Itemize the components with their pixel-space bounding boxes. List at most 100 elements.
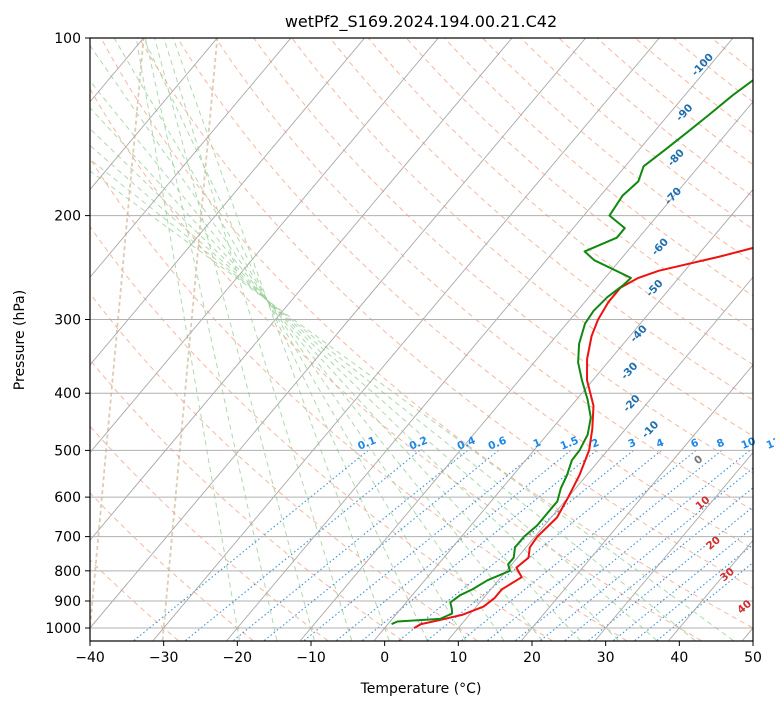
plot-area: [90, 38, 753, 641]
mixing-ratio-line: [564, 487, 753, 641]
dry-adiabat-line: [90, 157, 627, 641]
dry-adiabats: [90, 38, 753, 641]
isotherm-line: [90, 38, 439, 454]
y-tick-label: 300: [54, 313, 81, 329]
moist-adiabat-line: [135, 38, 240, 641]
mixing-ratio-line: [656, 561, 753, 641]
moist-adiabat-line: [90, 44, 505, 641]
isotherm-line: [90, 38, 366, 366]
mixing-ratio-line: [540, 467, 753, 641]
mixing-ratio-label: 1: [532, 437, 543, 451]
dry-adiabat-line: [90, 87, 702, 641]
x-tick-label: 40: [670, 650, 688, 666]
isotherm-line: [152, 38, 660, 641]
y-axis-label: Pressure (hPa): [12, 290, 28, 390]
isotherm-line: [90, 38, 513, 542]
mixing-ratio-line: [398, 449, 634, 641]
moist-adiabat-line: [90, 80, 543, 641]
mixing-ratio-line: [133, 449, 369, 641]
isotherm-line: [90, 38, 218, 191]
moist-adiabat-line: [90, 107, 581, 641]
y-tick-label: 200: [54, 209, 81, 225]
y-tick-label: 900: [54, 594, 81, 610]
isobar-gridlines: [90, 38, 753, 629]
y-tick-label: 1000: [45, 621, 81, 637]
isotherm-line: [226, 38, 734, 641]
mixing-ratio-line: [634, 543, 753, 641]
plot-frame: [89, 37, 754, 642]
mixing-ratio-line: [461, 449, 697, 641]
isotherm-line: [90, 38, 587, 629]
x-tick-label: −10: [296, 650, 326, 666]
mixing-ratio-line: [336, 449, 572, 641]
mixing-ratio-label: 3: [627, 437, 638, 451]
isotherm-line: [447, 276, 753, 641]
moist-adiabat-line: [90, 144, 658, 641]
x-tick-label: 20: [523, 650, 541, 666]
isotherm-line: [300, 101, 753, 641]
mixing-ratio-lines: [133, 449, 753, 641]
moist-adiabat-line: [90, 170, 734, 641]
moist-adiabat-line: [163, 38, 353, 641]
y-tick-label: 600: [54, 490, 81, 506]
mixing-ratio-label: 2: [590, 437, 601, 451]
x-tick-label: −30: [149, 650, 179, 666]
isotherm-line: [594, 451, 753, 641]
dry-adiabat-line: [443, 38, 753, 297]
moist-adiabat-line: [113, 38, 467, 641]
moist-adiabat-heavy-line: [161, 38, 219, 641]
y-tick-label: 800: [54, 564, 81, 580]
mixing-ratio-label: 6: [689, 437, 700, 451]
dry-adiabat-line: [215, 38, 753, 511]
dry-adiabat-line: [90, 492, 254, 641]
mixing-ratio-line: [185, 449, 421, 641]
moist-adiabat-line: [143, 38, 428, 641]
mixing-ratio-line: [588, 506, 753, 641]
x-tick-label: −20: [223, 650, 253, 666]
x-tick-label: 50: [744, 650, 762, 666]
y-tick-label: 700: [54, 530, 81, 546]
x-tick-label: 30: [597, 650, 615, 666]
isotherm-line: [373, 188, 753, 641]
mixing-ratio-line: [362, 449, 597, 641]
dry-adiabat-line: [253, 38, 753, 474]
x-tick-label: −40: [75, 650, 105, 666]
dry-adiabat-line: [138, 38, 753, 589]
mixing-ratio-line: [233, 449, 468, 641]
mixing-ratio-line: [515, 449, 751, 641]
moist-adiabat-line: [144, 38, 278, 641]
y-tick-label: 100: [54, 31, 81, 47]
skewed-isotherms: [90, 38, 753, 641]
isotherm-line: [521, 364, 753, 641]
x-tick-label: 10: [449, 650, 467, 666]
dry-adiabat-line: [176, 38, 753, 550]
x-axis-label: Temperature (°C): [360, 681, 482, 697]
sounding-profiles: [391, 79, 753, 629]
isotherm-line: [90, 38, 292, 278]
moist-adiabat-line: [172, 38, 390, 641]
mixing-ratio-line: [303, 449, 539, 641]
y-tick-label: 500: [54, 443, 81, 459]
mixing-ratio-label: 8: [715, 437, 726, 451]
mixing-ratio-line: [613, 526, 753, 641]
dry-adiabat-line: [100, 38, 753, 629]
mixing-ratio-line: [264, 449, 499, 641]
dewpoint-line: [391, 79, 753, 626]
dry-adiabat-line: [367, 38, 753, 366]
moist-adiabat-heavy-line: [90, 38, 145, 639]
mixing-ratio-label: 4: [655, 437, 666, 451]
y-axis-ticks: 100 200 300 400 500 600 700 800 900 1000: [45, 31, 90, 637]
chart-title: wetPf2_S169.2024.194.00.21.C42: [285, 12, 557, 32]
dry-adiabat-line: [90, 292, 478, 641]
x-axis-ticks: −40 −30 −20 −10 0 10 20 30 40 50: [75, 641, 762, 666]
moist-adiabats: [90, 38, 734, 641]
y-tick-label: 400: [54, 386, 81, 402]
moist-adiabat-line: [90, 128, 619, 641]
dry-adiabat-line: [291, 38, 753, 437]
dry-adiabat-line: [90, 559, 179, 641]
temperature-line: [413, 246, 753, 629]
dry-adiabat-line: [90, 225, 553, 641]
mixing-ratio-label: 13: [765, 435, 775, 452]
moist-adiabat-line: [90, 158, 696, 641]
